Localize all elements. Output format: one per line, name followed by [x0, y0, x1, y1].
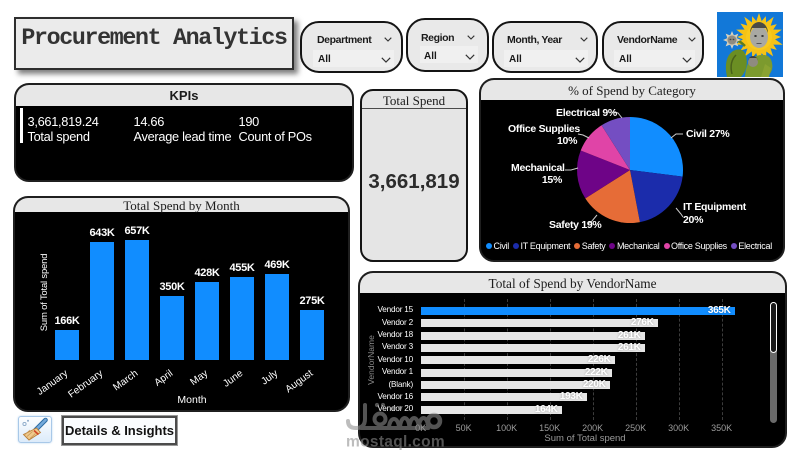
svg-text:mostaql.com: mostaql.com: [346, 434, 445, 451]
